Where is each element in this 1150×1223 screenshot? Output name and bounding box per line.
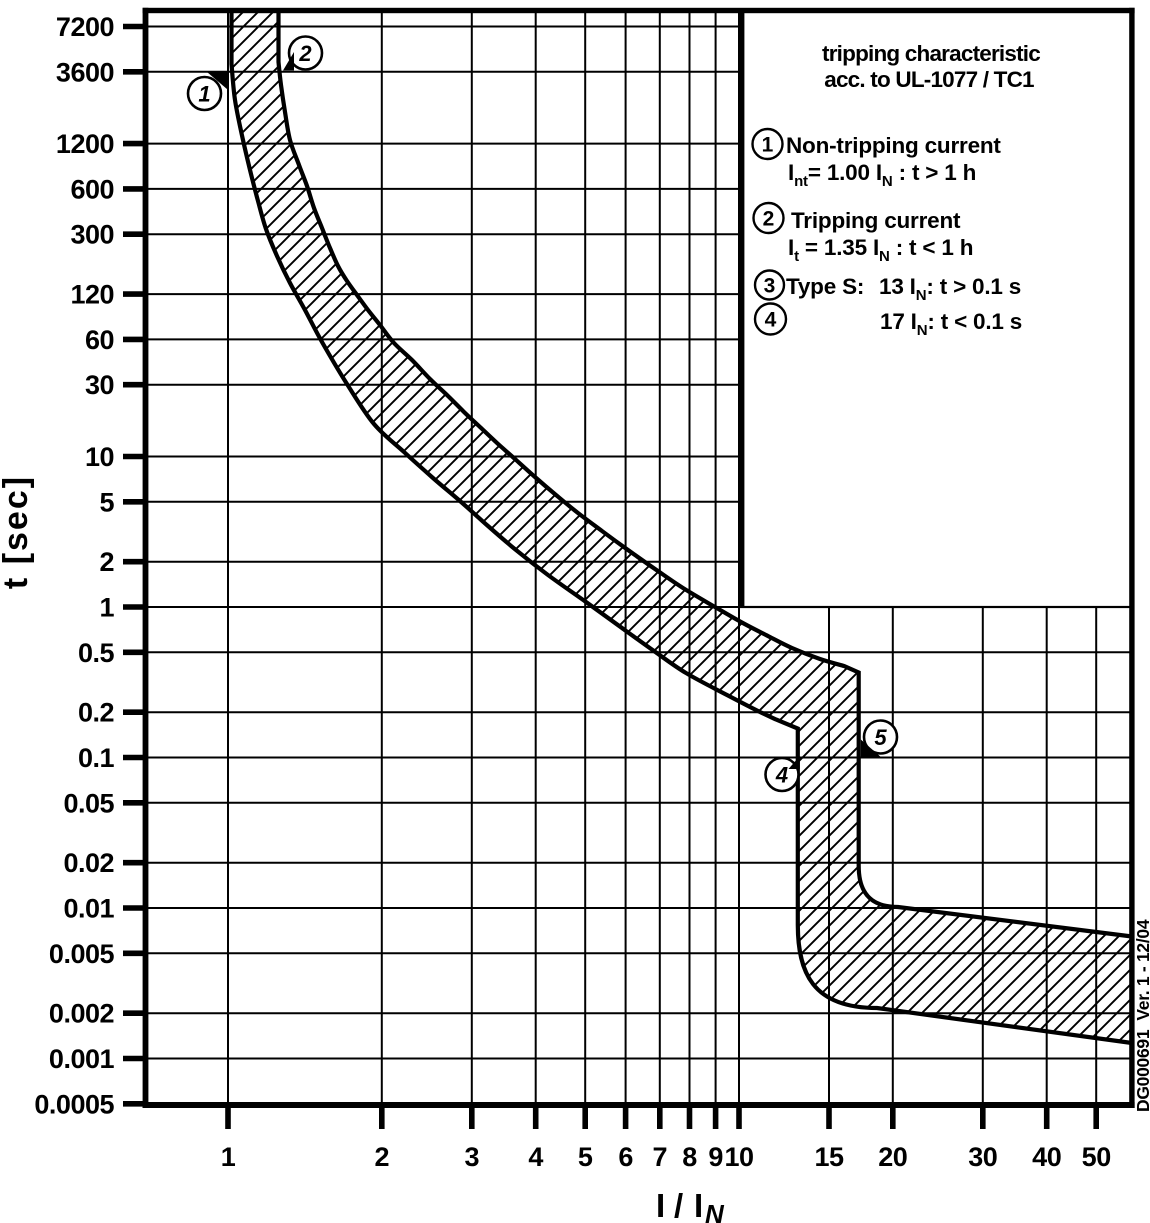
svg-text:7200: 7200 — [56, 12, 114, 42]
svg-text:2: 2 — [298, 41, 312, 66]
svg-text:0.005: 0.005 — [49, 939, 115, 969]
svg-text:600: 600 — [70, 174, 114, 204]
svg-text:2: 2 — [99, 547, 114, 577]
svg-text:30: 30 — [85, 370, 114, 400]
svg-text:2: 2 — [763, 208, 775, 231]
svg-text:DG000691 Ver. 1 - 12/04: DG000691 Ver. 1 - 12/04 — [1133, 919, 1150, 1112]
svg-text:40: 40 — [1032, 1142, 1061, 1172]
svg-text:Non-tripping current: Non-tripping current — [786, 133, 1001, 158]
svg-text:60: 60 — [85, 325, 114, 355]
svg-text:50: 50 — [1082, 1142, 1111, 1172]
svg-text:0.002: 0.002 — [49, 999, 114, 1029]
svg-text:30: 30 — [968, 1142, 997, 1172]
svg-text:1200: 1200 — [56, 129, 114, 159]
svg-text:10: 10 — [85, 442, 114, 472]
svg-text:0.5: 0.5 — [78, 638, 115, 668]
svg-text:0.05: 0.05 — [63, 788, 114, 818]
svg-text:4: 4 — [528, 1142, 543, 1172]
svg-text:6: 6 — [618, 1142, 633, 1172]
svg-text:0.001: 0.001 — [49, 1044, 115, 1074]
svg-text:0.2: 0.2 — [78, 698, 114, 728]
svg-text:1: 1 — [762, 134, 774, 157]
svg-text:I: I — [694, 1187, 703, 1223]
svg-text:7: 7 — [653, 1142, 668, 1172]
svg-text:10: 10 — [724, 1142, 753, 1172]
svg-text:5: 5 — [874, 725, 887, 750]
svg-text:1: 1 — [198, 82, 210, 107]
svg-text:9: 9 — [708, 1142, 723, 1172]
svg-text:2: 2 — [375, 1142, 390, 1172]
svg-text:Tripping current: Tripping current — [791, 208, 961, 233]
svg-text:acc. to UL-1077 / TC1: acc. to UL-1077 / TC1 — [824, 67, 1034, 92]
svg-text:Type S:: Type S: — [786, 274, 864, 299]
svg-text:0.1: 0.1 — [78, 743, 115, 773]
svg-text:300: 300 — [70, 220, 114, 250]
svg-text:4: 4 — [775, 763, 788, 788]
svg-text:t [sec]: t [sec] — [0, 475, 35, 589]
svg-text:0.0005: 0.0005 — [34, 1089, 114, 1119]
svg-text:3600: 3600 — [56, 57, 114, 87]
svg-text:1: 1 — [221, 1142, 236, 1172]
svg-text:20: 20 — [878, 1142, 907, 1172]
svg-text:15: 15 — [814, 1142, 844, 1172]
svg-text:tripping characteristic: tripping characteristic — [822, 41, 1040, 66]
svg-text:/: / — [674, 1187, 683, 1223]
svg-text:3: 3 — [465, 1142, 480, 1172]
svg-text:0.02: 0.02 — [63, 848, 114, 878]
svg-text:3: 3 — [764, 275, 776, 298]
svg-text:I: I — [656, 1187, 665, 1223]
svg-text:5: 5 — [578, 1142, 593, 1172]
svg-text:1: 1 — [99, 593, 114, 623]
svg-text:5: 5 — [99, 487, 114, 517]
svg-text:4: 4 — [765, 309, 777, 332]
svg-text:8: 8 — [682, 1142, 697, 1172]
svg-text:N: N — [705, 1199, 725, 1223]
svg-text:120: 120 — [70, 280, 114, 310]
svg-text:0.01: 0.01 — [63, 894, 114, 924]
